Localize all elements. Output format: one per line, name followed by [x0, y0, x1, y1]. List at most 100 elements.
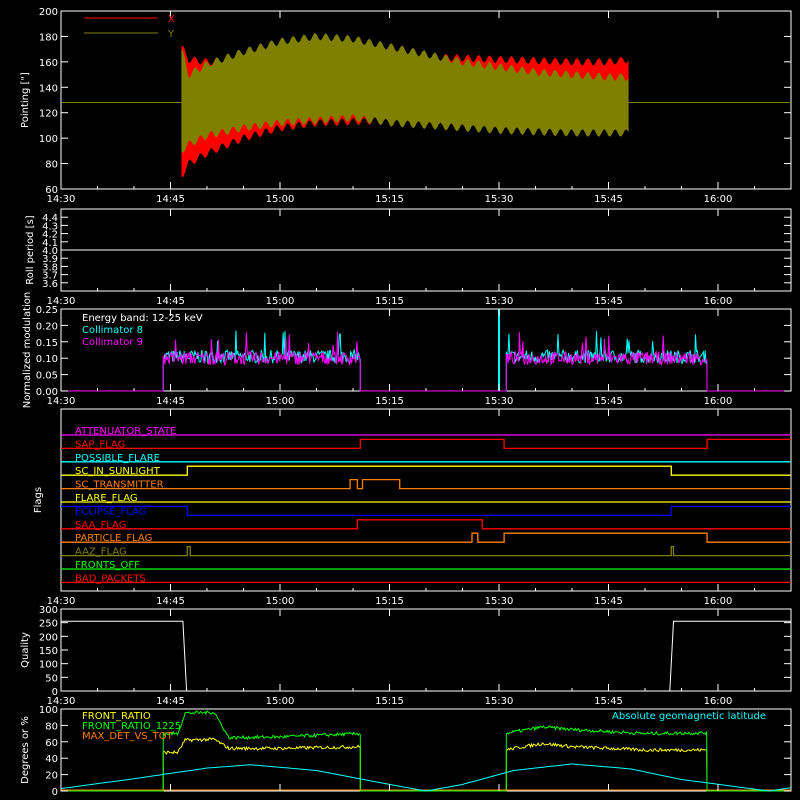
roll-ytick-label: 3.7 [42, 271, 58, 282]
roll-ytick-label: 4.0 [42, 246, 58, 257]
flags-xtick-label: 14:30 [47, 596, 76, 607]
pointing-series-group [61, 32, 791, 177]
flag-line-sap-flag [61, 438, 791, 450]
flag-label-particle-flag: PARTICLE_FLAG [75, 533, 152, 544]
roll-ytick-label: 4.3 [42, 221, 58, 232]
pointing-axes: 14:30 14:45 15:00 15:15 15:30 15:45 16:00 60 80 1… [39, 7, 792, 205]
panel-modulation: 14:30 14:45 15:00 15:15 15:30 15:45 16:00 0.00 0… [22, 292, 792, 409]
quality-xtick-label: 14:45 [156, 696, 185, 707]
quality-xtick-label: 16:00 [704, 696, 733, 707]
quality-xtick-label: 15:00 [266, 696, 295, 707]
ratios-series-front-ratio-1225 [61, 710, 791, 792]
ratios-ylabel: Degrees or % [20, 716, 31, 784]
flags-xtick-label: 15:15 [375, 596, 404, 607]
pointing-ytick-label: 100 [39, 134, 58, 145]
flags-xtick-label: 15:30 [485, 596, 514, 607]
panel-quality: 14:30 14:45 15:00 15:15 15:30 15:45 16:00 0 50 10… [20, 605, 792, 707]
pointing-ytick-label: 80 [45, 160, 58, 171]
flags-xtick-label: 15:00 [266, 596, 295, 607]
flag-label-aaz-flag: AAZ_FLAG [75, 547, 127, 558]
roll-xtick-label: 15:15 [375, 296, 404, 307]
legend-x-label: X [168, 14, 175, 25]
roll-axes: 14:30 14:45 15:00 15:15 15:30 15:45 16:003.63.… [42, 209, 792, 307]
flags-ylabel: Flags [33, 487, 44, 513]
pointing-xtick-label: 16:00 [704, 194, 733, 205]
pointing-xtick-label: 14:45 [156, 194, 185, 205]
pointing-ytick-label: 120 [39, 109, 58, 120]
modulation-xtick-label: 15:30 [485, 396, 514, 407]
modulation-legend-collimator-9: Collimator 9 [82, 337, 143, 348]
quality-ytick-label: 0 [52, 687, 58, 698]
quality-xtick-label: 14:30 [47, 696, 76, 707]
pointing-ytick-label: 140 [39, 83, 58, 94]
flag-line-sc-transmitter [61, 478, 791, 490]
ratios-ytick-label: 20 [45, 771, 58, 782]
flag-line-eclipse-flag [61, 505, 791, 517]
flag-line-sc-in-sunlight [61, 465, 791, 476]
modulation-ylabel: Normalized modulation [22, 292, 33, 409]
roll-xtick-label: 15:45 [594, 296, 623, 307]
quality-ytick-label: 250 [39, 619, 58, 630]
quality-xtick-label: 15:45 [594, 696, 623, 707]
ratios-axes: 0 20 40 60 80 100 [39, 705, 791, 798]
ratios-legend-front-ratio: FRONT_RATIO [82, 711, 151, 722]
quality-xtick-label: 15:30 [485, 696, 514, 707]
quality-ytick-label: 200 [39, 632, 58, 643]
ratios-legend-max-det: MAX_DET_VS_TOT [82, 731, 174, 742]
roll-xtick-label: 14:45 [156, 296, 185, 307]
modulation-ytick-label: 0.20 [36, 321, 58, 332]
pointing-ytick-label: 200 [39, 7, 58, 18]
flag-label-eclipse-flag: ECLIPSE_FLAG [75, 506, 146, 517]
ratios-ytick-label: 80 [45, 721, 58, 732]
legend-y-label: Y [167, 29, 175, 40]
flag-label-sc-in-sunlight: SC_IN_SUNLIGHT [75, 466, 161, 477]
quality-xtick-label: 15:15 [375, 696, 404, 707]
roll-ylabel: Roll period [s] [25, 215, 36, 284]
flags-xtick-label: 14:45 [156, 596, 185, 607]
modulation-energy-band: Energy band: 12-25 keV [82, 313, 203, 324]
pointing-ytick-label: 180 [39, 32, 58, 43]
flags-xtick-label: 16:00 [704, 596, 733, 607]
quality-ylabel: Quality [20, 632, 31, 668]
modulation-series-collimator-9 [61, 331, 791, 392]
pointing-xtick-label: 15:30 [485, 194, 514, 205]
modulation-xtick-label: 14:30 [47, 396, 76, 407]
pointing-ytick-label: 60 [45, 185, 58, 196]
ratios-legend-front-ratio-1225: FRONT_RATIO_1225 [82, 721, 181, 732]
modulation-xtick-label: 16:00 [704, 396, 733, 407]
quality-ytick-label: 100 [39, 660, 58, 671]
ratios-legend-geomagnetic-latitude: Absolute geomagnetic latitude [612, 711, 766, 722]
flags-axes: 14:30 14:45 15:00 15:15 15:30 15:45 16:00 [47, 409, 792, 607]
flag-label-bad-packets: BAD_PACKETS [75, 573, 146, 584]
panel-roll-period: 14:30 14:45 15:00 15:15 15:30 15:45 16:003.63.… [25, 208, 792, 307]
modulation-ytick-label: 0.15 [36, 338, 58, 349]
flag-label-sap-flag: SAP_FLAG [75, 439, 125, 450]
roll-ytick-label: 4.1 [42, 238, 58, 249]
pointing-xtick-label: 15:00 [266, 194, 295, 205]
ratios-ytick-label: 40 [45, 754, 58, 765]
modulation-ytick-label: 0.00 [36, 387, 58, 398]
panel-ratios: 0 20 40 60 80 100 Degrees or % FRONT_RATIO FR… [20, 705, 792, 798]
pointing-ylabel: Pointing ["] [20, 72, 31, 128]
modulation-xtick-label: 15:15 [375, 396, 404, 407]
flag-line-saa-flag [61, 519, 791, 530]
ratios-series-front-ratio [61, 737, 791, 792]
flag-label-flare-flag: FLARE_FLAG [75, 493, 138, 504]
roll-ytick-label: 3.8 [42, 262, 58, 273]
ratios-ytick-label: 0 [52, 787, 58, 798]
flag-label-fronts-off: FRONTS_OFF [75, 560, 140, 571]
roll-ytick-label: 3.6 [42, 279, 58, 290]
roll-xtick-label: 15:30 [485, 296, 514, 307]
modulation-axes: 14:30 14:45 15:00 15:15 15:30 15:45 16:00 0.00 0… [36, 305, 792, 407]
ratios-series-geomagnetic-latitude [60, 763, 792, 792]
ratios-series-group [60, 710, 792, 792]
modulation-ytick-label: 0.25 [36, 305, 58, 316]
quality-series [61, 620, 791, 692]
panel-pointing: 14:30 14:45 15:00 15:15 15:30 15:45 16:00 60 80 1… [20, 7, 792, 205]
pointing-xtick-label: 14:30 [47, 194, 76, 205]
quality-axes: 14:30 14:45 15:00 15:15 15:30 15:45 16:00 0 50 10… [39, 605, 792, 707]
quality-ytick-label: 150 [39, 646, 58, 657]
flag-label-saa-flag: SAA_FLAG [75, 520, 126, 531]
modulation-ytick-label: 0.05 [36, 371, 58, 382]
flag-label-possible-flare: POSSIBLE_FLARE [75, 453, 160, 464]
